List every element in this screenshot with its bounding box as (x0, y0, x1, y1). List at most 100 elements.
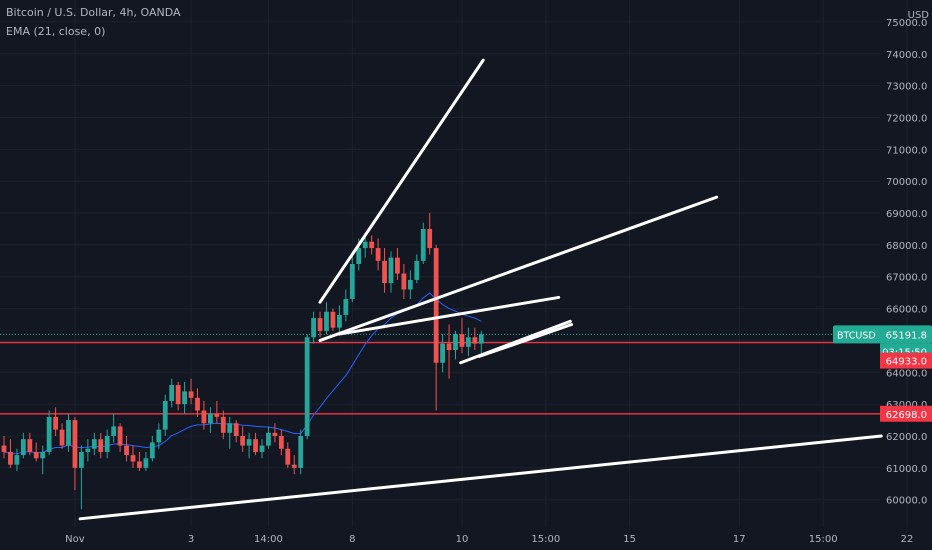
candle-up[interactable] (259, 445, 265, 452)
candle-down[interactable] (459, 334, 465, 347)
candle-down[interactable] (98, 439, 104, 452)
candle-down[interactable] (188, 391, 194, 398)
candle-up[interactable] (304, 337, 310, 436)
candle-up[interactable] (79, 451, 84, 468)
price-tick-label: 75000.0 (886, 18, 927, 29)
candle-up[interactable] (143, 458, 149, 468)
price-tick-label: 60000.0 (886, 496, 927, 507)
candle-up[interactable] (337, 314, 342, 328)
candle-down[interactable] (375, 248, 381, 261)
candle-down[interactable] (33, 451, 39, 459)
candle-down[interactable] (291, 464, 297, 468)
candle-up[interactable] (14, 455, 20, 465)
currency-label[interactable]: USD (908, 10, 930, 21)
candle-down[interactable] (278, 436, 284, 449)
ema-indicator-label[interactable]: EMA (21, close, 0) (6, 25, 106, 38)
candle-up[interactable] (182, 391, 187, 405)
candle-down[interactable] (27, 439, 33, 452)
price-axis[interactable] (880, 0, 932, 550)
candle-up[interactable] (388, 257, 394, 284)
candle-down[interactable] (53, 416, 58, 430)
candle-up[interactable] (227, 423, 233, 433)
candle-down[interactable] (214, 413, 220, 417)
time-tick-label: 22 (901, 534, 914, 545)
time-axis[interactable] (0, 527, 880, 550)
candle-up[interactable] (40, 451, 46, 459)
candle-down[interactable] (330, 311, 336, 328)
trend-line-drawing[interactable] (337, 295, 561, 336)
candle-up[interactable] (311, 318, 316, 338)
trend-line-drawing[interactable] (318, 58, 485, 304)
trend-line-drawing[interactable] (318, 195, 719, 342)
candle-down[interactable] (317, 318, 323, 331)
plot-area[interactable] (0, 0, 880, 527)
candle-down[interactable] (220, 416, 226, 433)
candle-up[interactable] (362, 241, 368, 249)
candle-up[interactable] (66, 420, 71, 446)
candle-up[interactable] (208, 413, 213, 424)
candle-down[interactable] (369, 241, 375, 249)
price-tick-label: 66000.0 (886, 305, 927, 316)
candle-up[interactable] (111, 426, 117, 436)
candle-down[interactable] (8, 451, 13, 465)
candle-down[interactable] (395, 257, 400, 274)
candle-up[interactable] (298, 436, 304, 468)
candle-up[interactable] (156, 429, 162, 443)
candle-down[interactable] (382, 260, 387, 284)
candle-down[interactable] (72, 420, 78, 468)
candle-up[interactable] (246, 439, 252, 446)
candle-up[interactable] (466, 337, 471, 347)
candle-down[interactable] (433, 248, 439, 363)
candle-down[interactable] (240, 436, 246, 446)
candle-up[interactable] (266, 432, 271, 446)
candle-up[interactable] (349, 264, 355, 300)
candle-down[interactable] (446, 343, 452, 350)
candle-up[interactable] (162, 400, 168, 430)
candle-down[interactable] (195, 397, 200, 411)
candle-down[interactable] (59, 429, 65, 446)
candle-down[interactable] (253, 439, 258, 452)
candle-up[interactable] (420, 228, 426, 261)
candle-down[interactable] (401, 273, 407, 290)
candle-down[interactable] (427, 228, 433, 249)
candle-down[interactable] (175, 385, 181, 405)
candle-up[interactable] (453, 334, 458, 350)
chart-symbol-title: Bitcoin / U.S. Dollar, 4h, OANDA (6, 6, 181, 19)
candle-down[interactable] (1, 445, 7, 452)
candle-down[interactable] (130, 455, 136, 462)
candle-up[interactable] (46, 416, 52, 452)
candle-up[interactable] (85, 448, 91, 452)
price-tick-label: 63000.0 (886, 400, 927, 411)
level-price-badge[interactable] (880, 405, 932, 422)
candle-up[interactable] (407, 279, 413, 290)
trend-line-drawing[interactable] (78, 434, 883, 521)
candle-up[interactable] (20, 439, 26, 456)
candle-down[interactable] (137, 461, 142, 468)
time-tick-label: 3 (188, 534, 194, 545)
candle-down[interactable] (233, 423, 239, 436)
candle-down[interactable] (117, 426, 123, 446)
candle-down[interactable] (272, 432, 278, 436)
candle-up[interactable] (356, 248, 362, 264)
candle-up[interactable] (149, 442, 155, 459)
candle-up[interactable] (343, 299, 349, 315)
candle-up[interactable] (169, 385, 175, 401)
candle-up[interactable] (104, 436, 110, 452)
price-tick-label: 69000.0 (886, 209, 927, 220)
trend-line-drawing[interactable] (477, 323, 574, 358)
candle-up[interactable] (91, 439, 97, 449)
candle-up[interactable] (478, 334, 484, 344)
level-price-badge[interactable] (880, 352, 932, 369)
candle-down[interactable] (285, 448, 291, 465)
last-price-badge[interactable] (833, 325, 932, 344)
candle-up[interactable] (440, 343, 445, 363)
candle-up[interactable] (324, 311, 329, 331)
candle-down[interactable] (472, 337, 478, 344)
candle-up[interactable] (414, 260, 420, 280)
candle-down[interactable] (124, 445, 129, 456)
price-tick-label: 62000.0 (886, 432, 927, 443)
level-price-value: 64933.0 (886, 357, 927, 368)
candle-down[interactable] (201, 410, 207, 424)
time-tick-label: 15:00 (809, 534, 838, 545)
